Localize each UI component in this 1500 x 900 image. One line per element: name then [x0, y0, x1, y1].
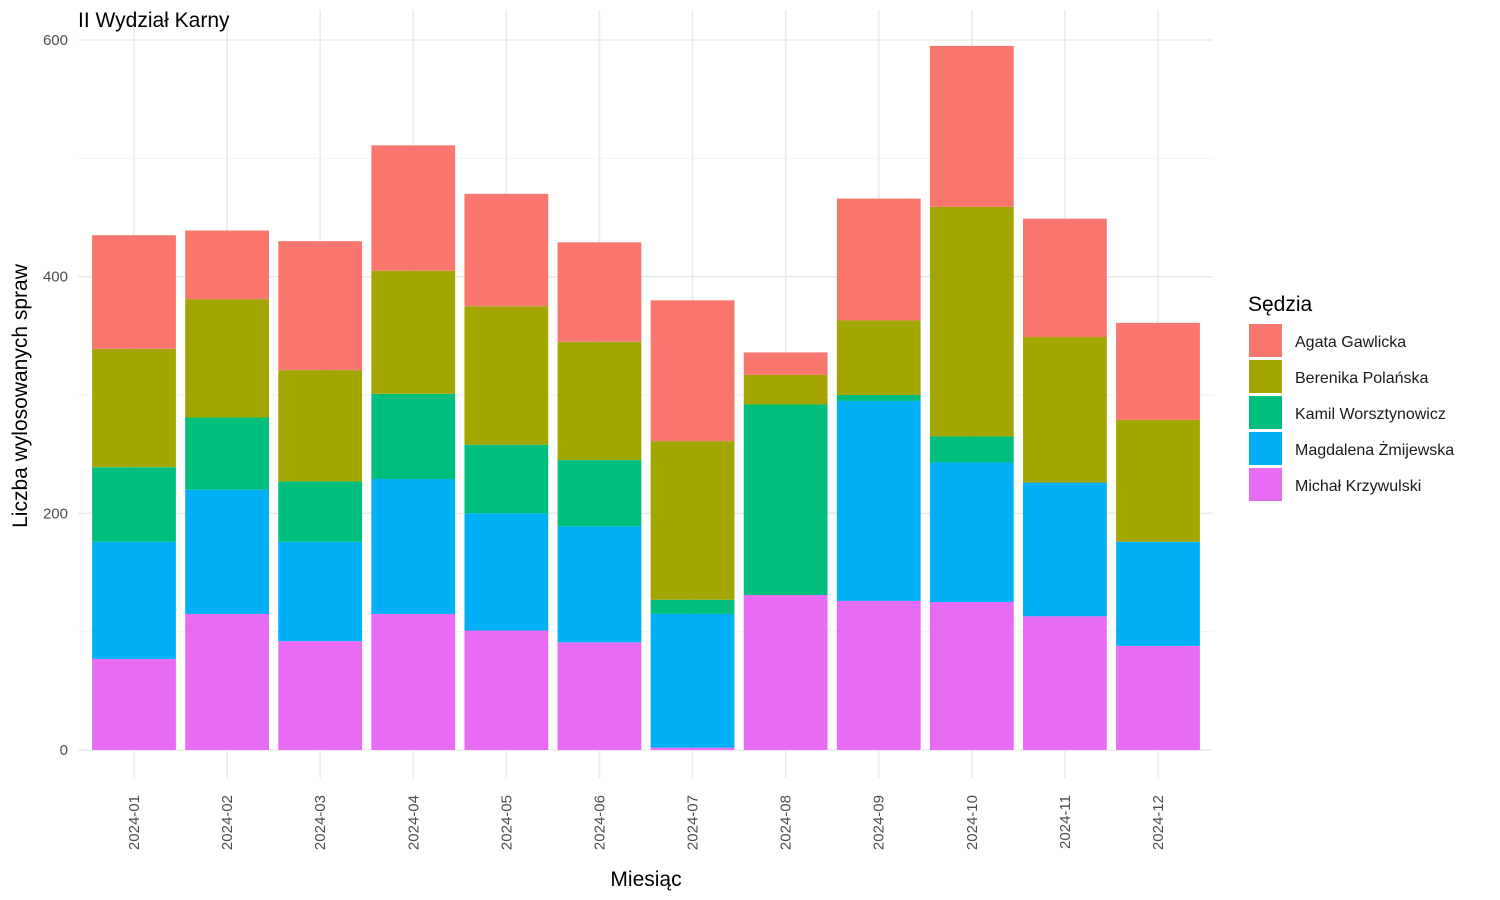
bar-segment — [650, 747, 735, 750]
legend-label: Berenika Polańska — [1295, 370, 1429, 387]
bar-segment — [836, 600, 921, 750]
bar-segment — [371, 270, 456, 394]
y-tick-label: 600 — [43, 32, 68, 49]
legend: Sędzia Agata Gawlicka Berenika Polańska Ka… — [1248, 293, 1454, 501]
bar-segment — [464, 306, 549, 445]
bar-segment — [92, 467, 176, 542]
bar-segment — [743, 374, 828, 405]
bar-segment — [557, 341, 642, 461]
bar-segment — [1116, 541, 1200, 646]
bar-segment — [650, 613, 735, 748]
bar-segment — [92, 235, 176, 349]
bar-segment — [185, 613, 269, 750]
bar-segment — [278, 641, 363, 750]
bar-segment — [371, 479, 456, 614]
bar-segment — [929, 436, 1014, 463]
x-tick-label: 2024-02 — [219, 795, 236, 850]
bar-segment — [743, 404, 828, 595]
bar-segment — [557, 460, 642, 527]
bar-segment — [929, 206, 1014, 437]
bar-segment — [92, 541, 176, 659]
y-axis-ticks: 0 200 400 600 — [43, 32, 68, 759]
bar-segment — [464, 630, 549, 750]
x-tick-label: 2024-06 — [591, 795, 608, 850]
legend-key — [1249, 324, 1282, 357]
bar-segment — [557, 526, 642, 643]
x-tick-label: 2024-07 — [685, 795, 702, 850]
legend-key — [1249, 360, 1282, 393]
bar-segment — [278, 370, 363, 482]
bar-segment — [929, 45, 1014, 207]
bar-segment — [836, 395, 921, 401]
x-tick-label: 2024-08 — [778, 795, 795, 850]
bar-segment — [371, 145, 456, 271]
bar-segment — [929, 602, 1014, 750]
legend-label: Kamil Worsztynowicz — [1295, 406, 1446, 423]
x-axis-title: Miesiąc — [610, 868, 681, 891]
x-tick-label: 2024-12 — [1150, 795, 1167, 850]
bar-segment — [278, 481, 363, 542]
bar-segment — [1023, 482, 1107, 617]
chart-title: II Wydział Karny — [78, 9, 230, 32]
legend-label: Agata Gawlicka — [1295, 334, 1406, 351]
x-tick-label: 2024-03 — [312, 795, 329, 850]
legend-title: Sędzia — [1248, 293, 1313, 316]
bar-segment — [836, 320, 921, 395]
x-tick-label: 2024-01 — [126, 795, 143, 850]
bar-segment — [1116, 419, 1200, 542]
bar-segment — [185, 417, 269, 490]
bar-segment — [464, 193, 549, 307]
bar-segment — [929, 462, 1014, 603]
legend-key — [1249, 468, 1282, 501]
bar-segment — [371, 613, 456, 750]
bar-segment — [464, 513, 549, 631]
bar-segment — [836, 198, 921, 321]
x-tick-label: 2024-05 — [498, 795, 515, 850]
bars — [92, 45, 1200, 750]
x-tick-label: 2024-09 — [871, 795, 888, 850]
y-tick-label: 400 — [43, 269, 68, 286]
bar-segment — [92, 658, 176, 750]
legend-key — [1249, 396, 1282, 429]
legend-label: Magdalena Żmijewska — [1295, 440, 1454, 459]
bar-segment — [1023, 616, 1107, 750]
legend-key — [1249, 432, 1282, 465]
bar-segment — [557, 242, 642, 342]
x-tick-label: 2024-04 — [405, 795, 422, 850]
bar-segment — [185, 299, 269, 418]
bar-segment — [557, 642, 642, 750]
bar-segment — [836, 400, 921, 601]
bar-segment — [278, 241, 363, 371]
x-tick-label: 2024-10 — [964, 795, 981, 850]
bar-segment — [1023, 218, 1107, 338]
bar-segment — [1116, 645, 1200, 750]
bar-segment — [1116, 322, 1200, 420]
bar-segment — [92, 348, 176, 468]
bar-segment — [650, 300, 735, 442]
bar-segment — [464, 444, 549, 514]
legend-label: Michał Krzywulski — [1295, 478, 1421, 495]
bar-segment — [278, 541, 363, 642]
bar-segment — [1023, 337, 1107, 483]
bar-segment — [185, 489, 269, 614]
bar-segment — [743, 352, 828, 375]
bar-segment — [650, 441, 735, 600]
bar-segment — [185, 230, 269, 300]
bar-segment — [650, 599, 735, 614]
x-tick-label: 2024-11 — [1057, 795, 1074, 849]
y-tick-label: 200 — [43, 505, 68, 522]
bar-segment — [371, 393, 456, 480]
y-axis-title: Liczba wylosowanych spraw — [9, 263, 32, 528]
y-tick-label: 0 — [60, 742, 68, 759]
x-axis-ticks: 2024-01 2024-02 2024-03 2024-04 2024-05 2024-… — [126, 795, 1167, 850]
bar-segment — [743, 594, 828, 750]
